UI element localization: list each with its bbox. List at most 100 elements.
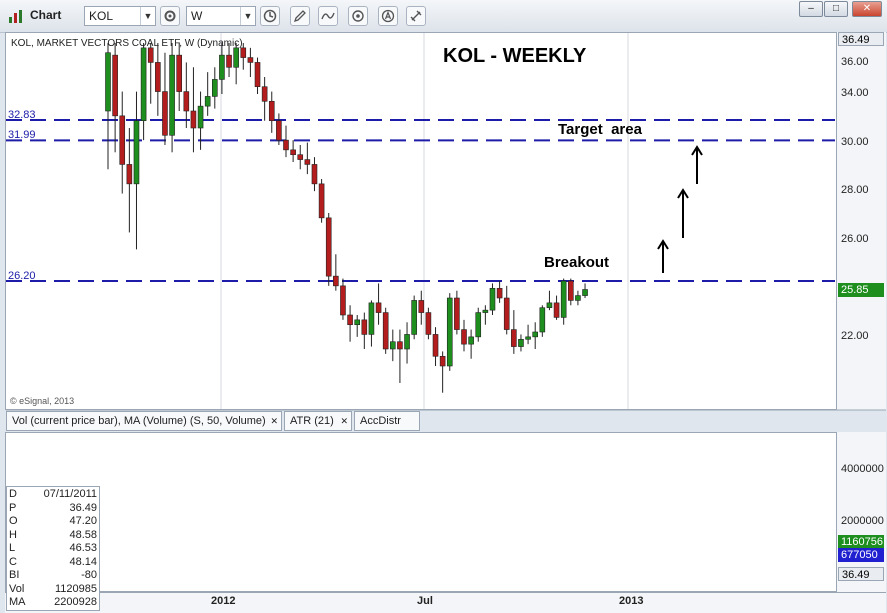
candle-body bbox=[290, 149, 296, 156]
candle-body bbox=[418, 300, 425, 313]
chart-heading: KOL - WEEKLY bbox=[443, 45, 587, 67]
level-label-3283: 32.83 bbox=[8, 109, 36, 121]
candle-body bbox=[560, 280, 567, 318]
candle-body bbox=[404, 334, 410, 350]
volume-panel[interactable] bbox=[5, 432, 886, 592]
close-icon[interactable]: ✕ bbox=[340, 416, 348, 426]
line-tool-button[interactable] bbox=[318, 6, 338, 26]
data-window-key: C bbox=[9, 555, 17, 568]
candle-body bbox=[468, 336, 474, 345]
candle-body bbox=[197, 105, 204, 129]
vol-y-tick: 2000000 bbox=[841, 515, 884, 527]
tab-volume-label: Vol (current price bar), MA (Volume) (S,… bbox=[12, 415, 266, 427]
link-button[interactable] bbox=[406, 6, 426, 26]
x-tick: Jul bbox=[417, 595, 433, 607]
time-button[interactable] bbox=[260, 6, 280, 26]
candle-body bbox=[311, 164, 318, 185]
candle-body bbox=[233, 47, 239, 68]
candle-body bbox=[347, 314, 353, 326]
volume-axis[interactable] bbox=[836, 432, 886, 592]
data-window-key: L bbox=[9, 542, 16, 554]
data-window-key: MA bbox=[9, 596, 26, 608]
candle-body bbox=[567, 280, 574, 301]
data-window-row: P 36.49 bbox=[7, 501, 99, 514]
data-window-value: 1120985 bbox=[54, 582, 97, 595]
data-window-row: BI -80 bbox=[7, 570, 99, 581]
data-window-key: O bbox=[9, 515, 18, 527]
candle-body bbox=[454, 297, 460, 330]
time-axis[interactable] bbox=[5, 592, 886, 613]
candle-body bbox=[147, 47, 154, 63]
tab-accdistr[interactable]: AccDistr bbox=[354, 411, 420, 431]
clock-icon bbox=[263, 9, 277, 23]
interval-value: W bbox=[191, 9, 203, 23]
candle-body bbox=[518, 338, 524, 347]
data-window-value: 46.53 bbox=[69, 542, 97, 554]
refresh-button[interactable] bbox=[160, 6, 180, 26]
chart-legend: KOL, MARKET VECTORS COAL ETF, W (Dynamic… bbox=[11, 38, 243, 49]
data-window-value: 48.58 bbox=[69, 528, 97, 541]
breakout-label: Breakout bbox=[544, 254, 610, 271]
candle-body bbox=[475, 312, 482, 338]
data-window-row: L 46.53 bbox=[7, 543, 99, 554]
ma-value-box: 1160756 bbox=[838, 535, 884, 549]
tab-volume[interactable]: Vol (current price bar), MA (Volume) (S,… bbox=[6, 411, 282, 431]
chevron-down-icon[interactable]: ▼ bbox=[240, 7, 255, 25]
x-tick: 2013 bbox=[619, 595, 644, 607]
candle-body bbox=[354, 319, 361, 326]
maximize-button[interactable]: □ bbox=[824, 1, 848, 17]
tab-atr[interactable]: ATR (21) ✕ bbox=[284, 411, 352, 431]
candle-body bbox=[482, 309, 489, 313]
volume-value-box: 677050 bbox=[838, 548, 884, 562]
x-tick: 2012 bbox=[211, 595, 236, 607]
candle-body bbox=[261, 86, 268, 102]
candle-body bbox=[389, 341, 396, 350]
data-window-key: Vol bbox=[9, 582, 25, 595]
candle-body bbox=[446, 297, 453, 367]
y-tick: 22.00 bbox=[841, 330, 869, 342]
settings-button[interactable] bbox=[348, 6, 368, 26]
candle-body bbox=[432, 334, 439, 357]
candle-body bbox=[546, 302, 553, 309]
candle-body bbox=[532, 331, 539, 338]
watermark: © eSignal, 2013 bbox=[10, 396, 75, 406]
last-price-box: 25.85 bbox=[838, 283, 884, 297]
y-tick: 36.00 bbox=[841, 56, 869, 68]
interval-combo[interactable]: W ▼ bbox=[186, 6, 256, 26]
data-window-key: P bbox=[9, 501, 17, 514]
window-title: Chart bbox=[30, 8, 62, 22]
price-top-box: 36.49 bbox=[838, 32, 884, 46]
price-axis[interactable] bbox=[836, 32, 886, 410]
candle-body bbox=[318, 183, 325, 219]
tab-accdistr-label: AccDistr bbox=[360, 415, 401, 427]
data-window-row: O 47.20 bbox=[7, 516, 99, 527]
candle-body bbox=[140, 47, 147, 122]
chart-app-icon bbox=[9, 10, 22, 23]
data-window-row: Vol 1120985 bbox=[7, 582, 99, 595]
close-button[interactable]: ✕ bbox=[852, 1, 882, 17]
candle-body bbox=[133, 120, 140, 185]
alert-button[interactable] bbox=[378, 6, 398, 26]
candle-body bbox=[105, 52, 111, 112]
data-window-value: 48.14 bbox=[69, 555, 97, 568]
candle-body bbox=[503, 297, 510, 330]
draw-tool-button[interactable] bbox=[290, 6, 310, 26]
candle-body bbox=[183, 91, 190, 112]
data-window-row: C 48.14 bbox=[7, 555, 99, 568]
candle-body bbox=[304, 159, 311, 165]
candle-body bbox=[368, 302, 375, 335]
window-titlebar: Chart KOL ▼ W ▼ – □ ✕ bbox=[0, 0, 887, 33]
candle-body bbox=[397, 341, 403, 350]
candle-body bbox=[361, 319, 368, 335]
y-tick: 26.00 bbox=[841, 233, 869, 245]
minimize-button[interactable]: – bbox=[799, 1, 823, 17]
chevron-down-icon[interactable]: ▼ bbox=[140, 7, 155, 25]
close-icon[interactable]: ✕ bbox=[270, 416, 278, 426]
candle-body bbox=[254, 62, 261, 88]
y-tick: 34.00 bbox=[841, 87, 869, 99]
candle-body bbox=[525, 336, 531, 340]
data-window-row: MA 2200928 bbox=[7, 597, 99, 608]
price-panel[interactable] bbox=[5, 32, 886, 410]
symbol-combo[interactable]: KOL ▼ bbox=[84, 6, 156, 26]
data-window-row: H 48.58 bbox=[7, 528, 99, 541]
